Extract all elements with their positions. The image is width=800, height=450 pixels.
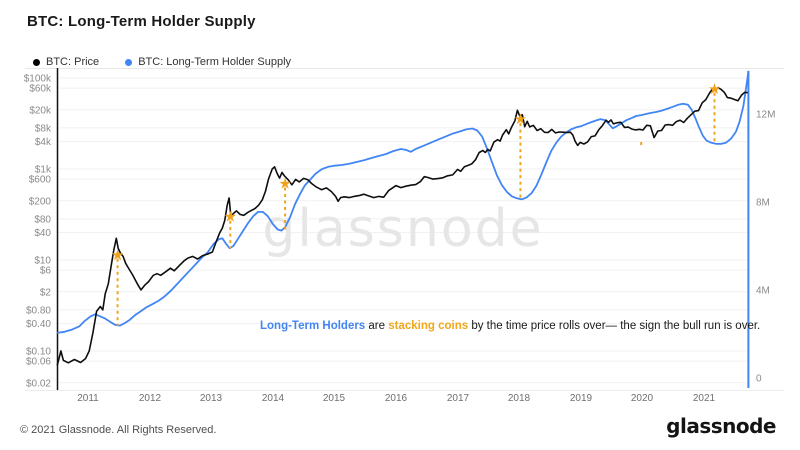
price-tick-label: $40 xyxy=(34,228,51,239)
year-tick-label: 2018 xyxy=(508,393,531,404)
legend-label: BTC: Price xyxy=(46,56,100,68)
copyright-text: © 2021 Glassnode. All Rights Reserved. xyxy=(20,424,217,436)
price-tick-label: $2 xyxy=(40,287,52,298)
legend-label: BTC: Long-Term Holder Supply xyxy=(138,56,292,68)
supply-line xyxy=(57,70,750,334)
legend-item-price[interactable]: BTC: Price xyxy=(33,56,99,68)
price-tick-label: $8k xyxy=(35,123,52,134)
peak-star-icon: ★ xyxy=(514,111,527,128)
year-tick-label: 2012 xyxy=(139,393,162,404)
annotation-segment: by the time price rolls over— the sign t… xyxy=(468,320,761,332)
annotation-segment: are xyxy=(365,320,389,332)
legend-dot-icon xyxy=(125,58,133,66)
year-tick-label: 2016 xyxy=(385,393,408,404)
price-tick-label: $100k xyxy=(24,74,52,85)
price-tick-label: $200 xyxy=(29,196,52,207)
annotation-segment: Long-Term Holders xyxy=(260,320,366,332)
year-tick-label: 2015 xyxy=(323,393,346,404)
year-tick-label: 2011 xyxy=(77,393,99,404)
price-tick-label: $600 xyxy=(29,175,52,186)
supply-tick-label: 12M xyxy=(756,110,775,121)
supply-tick-label: 0 xyxy=(756,374,762,385)
peak-star-icon: ★ xyxy=(708,81,721,98)
price-tick-label: $0.40 xyxy=(26,319,51,330)
chart-annotation: Long-Term Holders are stacking coins by … xyxy=(260,320,760,332)
legend-divider xyxy=(25,68,784,69)
glassnode-logo: glassnode xyxy=(666,414,776,438)
price-tick-label: $80 xyxy=(34,214,51,225)
year-tick-label: 2014 xyxy=(262,393,285,404)
price-tick-label: $0.06 xyxy=(26,357,51,368)
year-tick-label: 2019 xyxy=(570,393,593,404)
price-tick-label: $10 xyxy=(34,256,51,267)
annotation-segment: stacking coins xyxy=(388,320,469,332)
price-line xyxy=(56,86,748,366)
page-title: BTC: Long-Term Holder Supply xyxy=(27,13,256,30)
price-tick-label: $0.10 xyxy=(26,347,51,358)
price-tick-label: $0.80 xyxy=(26,305,51,316)
year-tick-label: 2021 xyxy=(693,393,716,404)
legend-item-lth-supply[interactable]: BTC: Long-Term Holder Supply xyxy=(125,56,291,68)
year-tick-label: 2020 xyxy=(631,393,654,404)
price-tick-label: $20k xyxy=(29,105,52,116)
peak-star-icon: ★ xyxy=(278,176,291,193)
legend-dot-icon xyxy=(33,58,40,66)
supply-tick-label: 4M xyxy=(756,286,770,297)
year-tick-label: 2017 xyxy=(447,393,470,404)
watermark: glassnode xyxy=(262,199,543,259)
legend: BTC: Price BTC: Long-Term Holder Supply xyxy=(33,56,291,68)
price-tick-label: $6 xyxy=(40,266,52,277)
price-tick-label: $60k xyxy=(29,84,52,95)
year-tick-label: 2013 xyxy=(200,393,223,404)
price-tick-label: $1k xyxy=(35,165,52,176)
supply-tick-label: 8M xyxy=(756,198,770,209)
price-tick-label: $4k xyxy=(35,137,52,148)
peak-star-icon: ★ xyxy=(224,209,237,226)
peak-star-icon: ★ xyxy=(111,247,124,264)
price-tick-label: $0.02 xyxy=(26,378,51,389)
